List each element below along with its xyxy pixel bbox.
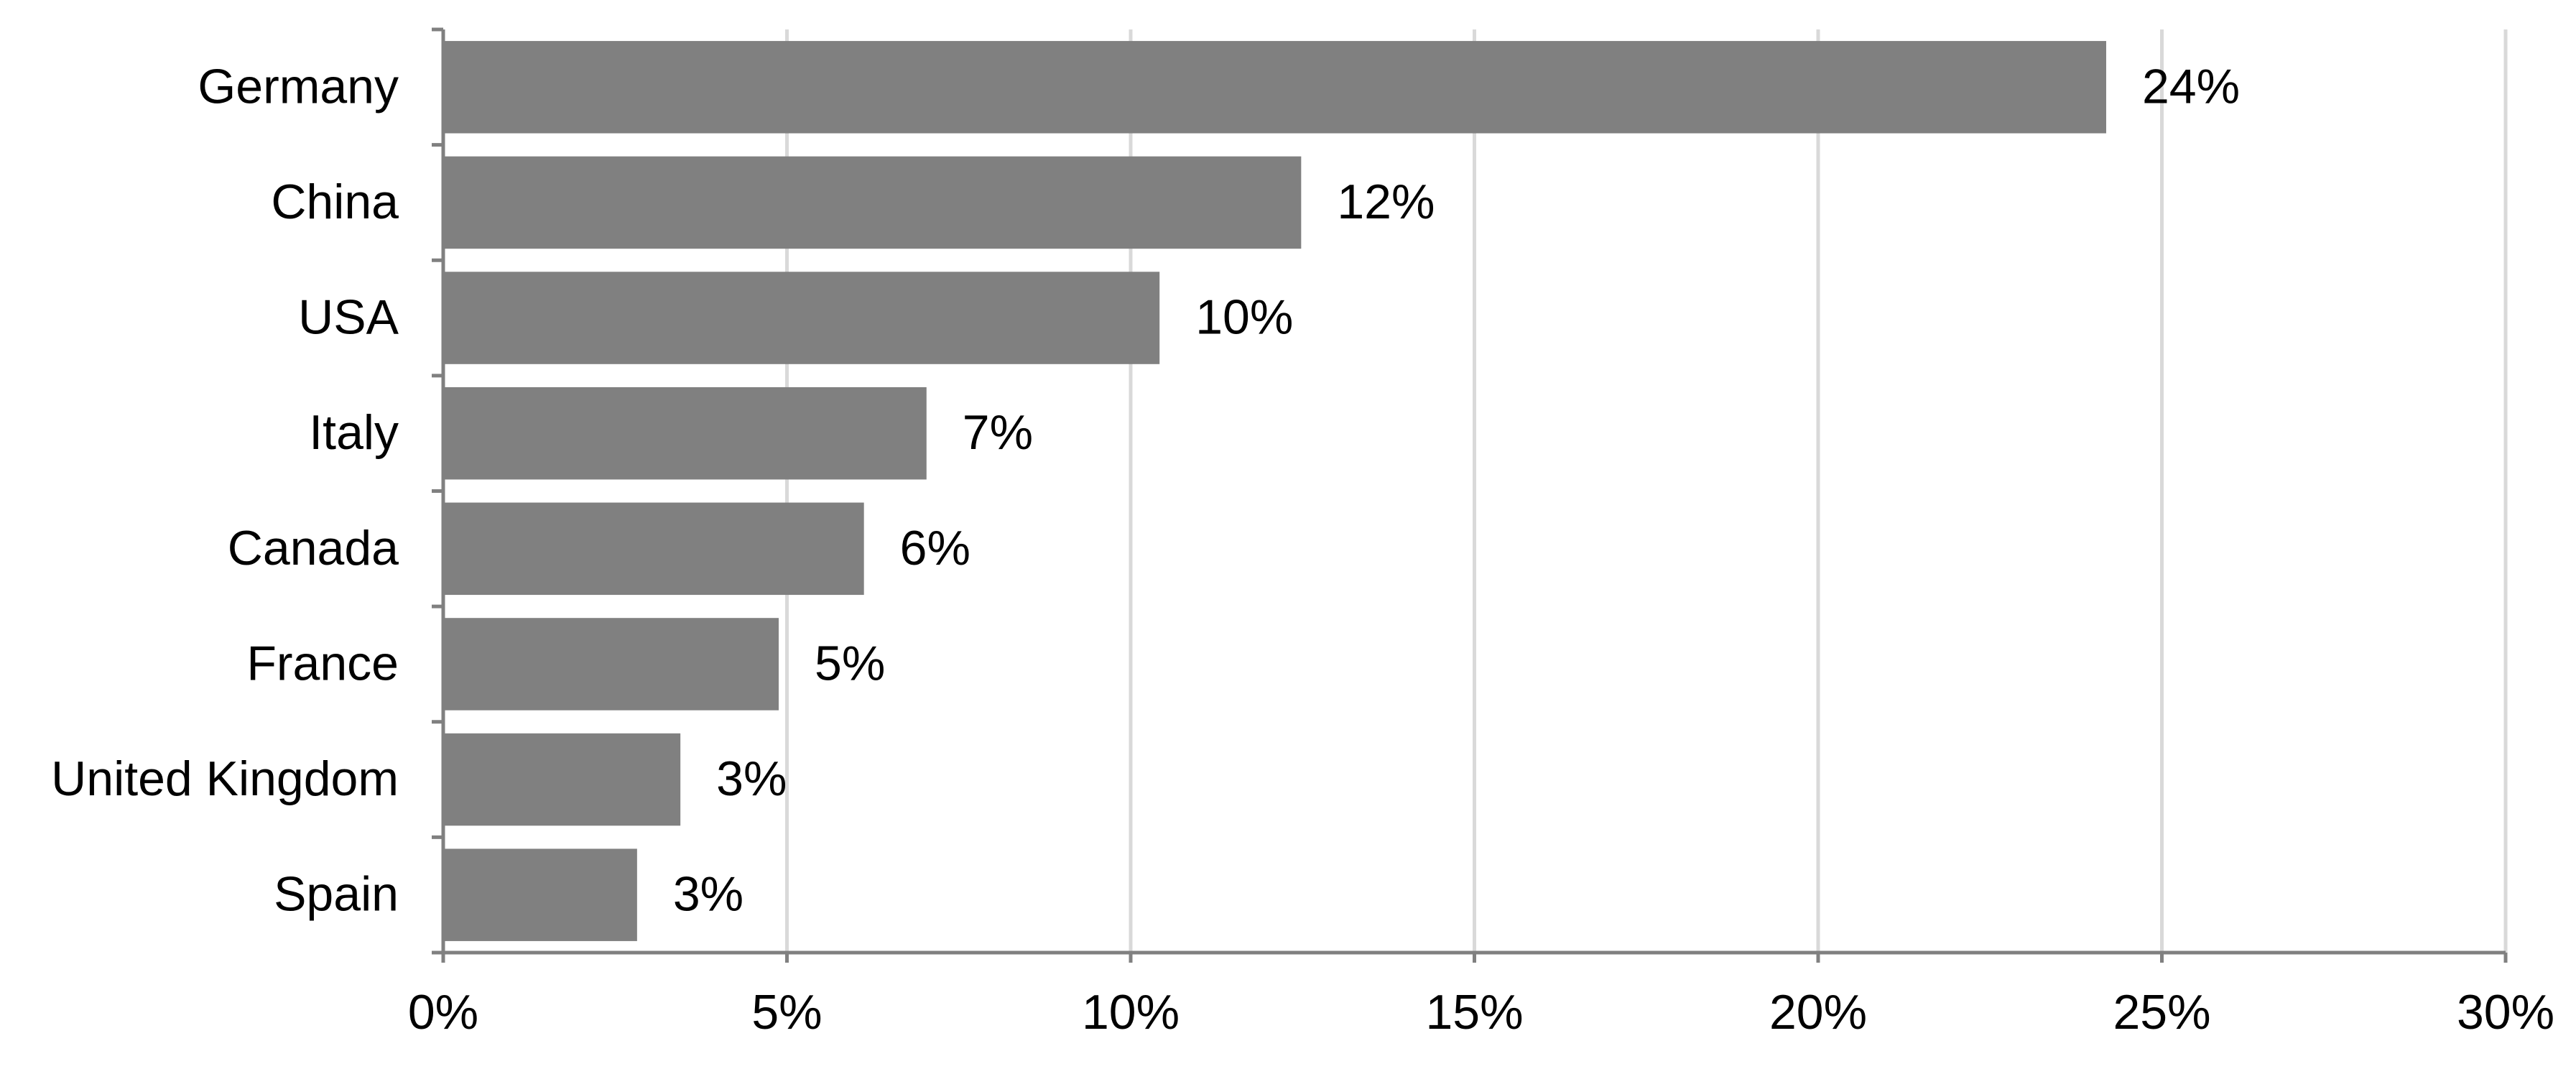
y-tick-label: Italy (309, 405, 399, 460)
x-tick-label: 5% (751, 985, 822, 1040)
bar (443, 156, 1302, 249)
bar (443, 502, 864, 596)
x-tick-label: 10% (1082, 985, 1180, 1040)
value-label: 5% (815, 636, 885, 690)
value-label: 6% (900, 521, 970, 575)
bar (443, 733, 681, 826)
value-label: 10% (1195, 290, 1293, 345)
value-label: 12% (1337, 175, 1435, 229)
value-label: 3% (673, 867, 743, 922)
bar (443, 272, 1160, 364)
bar (443, 848, 637, 941)
y-tick-label: Spain (274, 867, 399, 922)
value-label: 24% (2142, 59, 2240, 114)
x-tick-label: 20% (1769, 985, 1867, 1040)
value-label: 7% (963, 405, 1033, 460)
y-tick-label: Germany (198, 59, 399, 114)
x-tick-label: 0% (408, 985, 478, 1040)
value-label: 3% (716, 751, 787, 806)
bar (443, 41, 2106, 134)
y-tick-label: USA (298, 290, 399, 345)
y-tick-label: France (246, 636, 399, 690)
bar (443, 618, 779, 711)
x-tick-label: 15% (1425, 985, 1523, 1040)
y-tick-label: Canada (228, 521, 399, 575)
x-tick-label: 25% (2113, 985, 2210, 1040)
bar (443, 387, 927, 480)
x-tick-label: 30% (2457, 985, 2554, 1040)
y-tick-label: China (271, 175, 399, 229)
y-tick-label: United Kingdom (51, 751, 399, 806)
